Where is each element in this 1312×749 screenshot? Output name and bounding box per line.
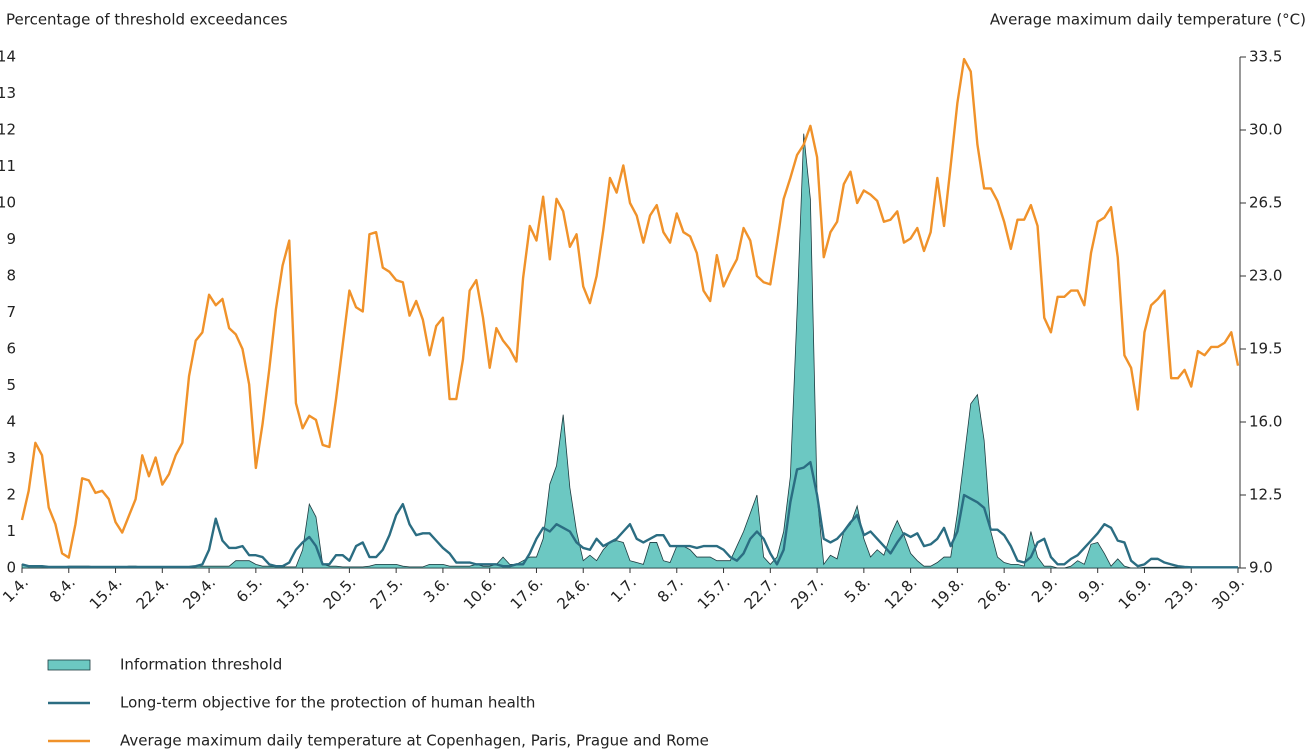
legend-label: Average maximum daily temperature at Cop… bbox=[120, 732, 709, 749]
x-tick-label: 22.4. bbox=[133, 573, 173, 613]
x-tick-label: 9.9. bbox=[1075, 573, 1108, 606]
y-tick-label: 3 bbox=[6, 449, 16, 467]
x-tick-label: 2.9. bbox=[1028, 573, 1061, 606]
y-axis-label: Percentage of threshold exceedances bbox=[6, 11, 288, 29]
y-tick-label: 4 bbox=[6, 413, 16, 431]
x-tick-label: 30.9. bbox=[1208, 573, 1248, 613]
x-tick-label: 15.7. bbox=[694, 573, 734, 613]
y-tick-label: 14 bbox=[0, 48, 16, 66]
x-tick-label: 19.8. bbox=[928, 573, 968, 613]
y2-tick-label: 30.0 bbox=[1249, 121, 1282, 139]
y-tick-label: 1 bbox=[6, 522, 16, 540]
line bbox=[21, 460, 1238, 569]
x-tick-label: 17.6. bbox=[507, 573, 547, 613]
legend-label: Information threshold bbox=[120, 656, 282, 674]
x-tick-label: 29.4. bbox=[179, 573, 219, 613]
x-tick-label: 12.8. bbox=[881, 573, 921, 613]
y2-tick-label: 9.0 bbox=[1249, 559, 1273, 577]
x-tick-label: 5.8. bbox=[841, 573, 874, 606]
y-tick-label: 6 bbox=[6, 340, 16, 358]
y-tick-label: 11 bbox=[0, 157, 16, 175]
y-tick-label: 10 bbox=[0, 194, 16, 212]
y2-tick-label: 19.5 bbox=[1249, 340, 1282, 358]
x-tick-label: 13.5. bbox=[273, 573, 313, 613]
y-tick-label: 7 bbox=[6, 303, 16, 321]
x-tick-label: 22.7. bbox=[741, 573, 781, 613]
x-tick-label: 1.7. bbox=[607, 573, 640, 606]
x-tick-label: 16.9. bbox=[1115, 573, 1155, 613]
x-tick-label: 23.9. bbox=[1162, 573, 1202, 613]
y-tick-label: 8 bbox=[6, 267, 16, 285]
y2-tick-label: 23.0 bbox=[1249, 267, 1282, 285]
y2-tick-label: 12.5 bbox=[1249, 486, 1282, 504]
x-tick-label: 24.6. bbox=[554, 573, 594, 613]
legend-label: Long-term objective for the protection o… bbox=[120, 694, 535, 712]
area bbox=[21, 133, 1239, 569]
y2-tick-label: 16.0 bbox=[1249, 413, 1282, 431]
y2-tick-label: 26.5 bbox=[1249, 194, 1282, 212]
x-tick-label: 1.4. bbox=[0, 573, 32, 606]
x-tick-label: 15.4. bbox=[86, 573, 126, 613]
line bbox=[20, 57, 1240, 559]
y-tick-label: 0 bbox=[6, 559, 16, 577]
x-tick-label: 8.4. bbox=[46, 573, 79, 606]
x-tick-label: 27.5. bbox=[366, 573, 406, 613]
y-tick-label: 9 bbox=[6, 230, 16, 248]
x-tick-label: 10.6. bbox=[460, 573, 500, 613]
y-tick-label: 2 bbox=[6, 486, 16, 504]
y2-axis-label: Average maximum daily temperature (°C) bbox=[990, 11, 1306, 29]
x-tick-label: 6.5. bbox=[233, 573, 266, 606]
legend-swatch bbox=[47, 659, 91, 671]
y-tick-label: 12 bbox=[0, 121, 16, 139]
x-tick-label: 20.5. bbox=[320, 573, 360, 613]
x-tick-label: 26.8. bbox=[974, 573, 1014, 613]
x-tick-label: 3.6. bbox=[420, 573, 453, 606]
y2-tick-label: 33.5 bbox=[1249, 48, 1282, 66]
y-tick-label: 5 bbox=[6, 376, 16, 394]
x-tick-label: 8.7. bbox=[654, 573, 687, 606]
y-tick-label: 13 bbox=[0, 84, 16, 102]
x-tick-label: 29.7. bbox=[787, 573, 827, 613]
